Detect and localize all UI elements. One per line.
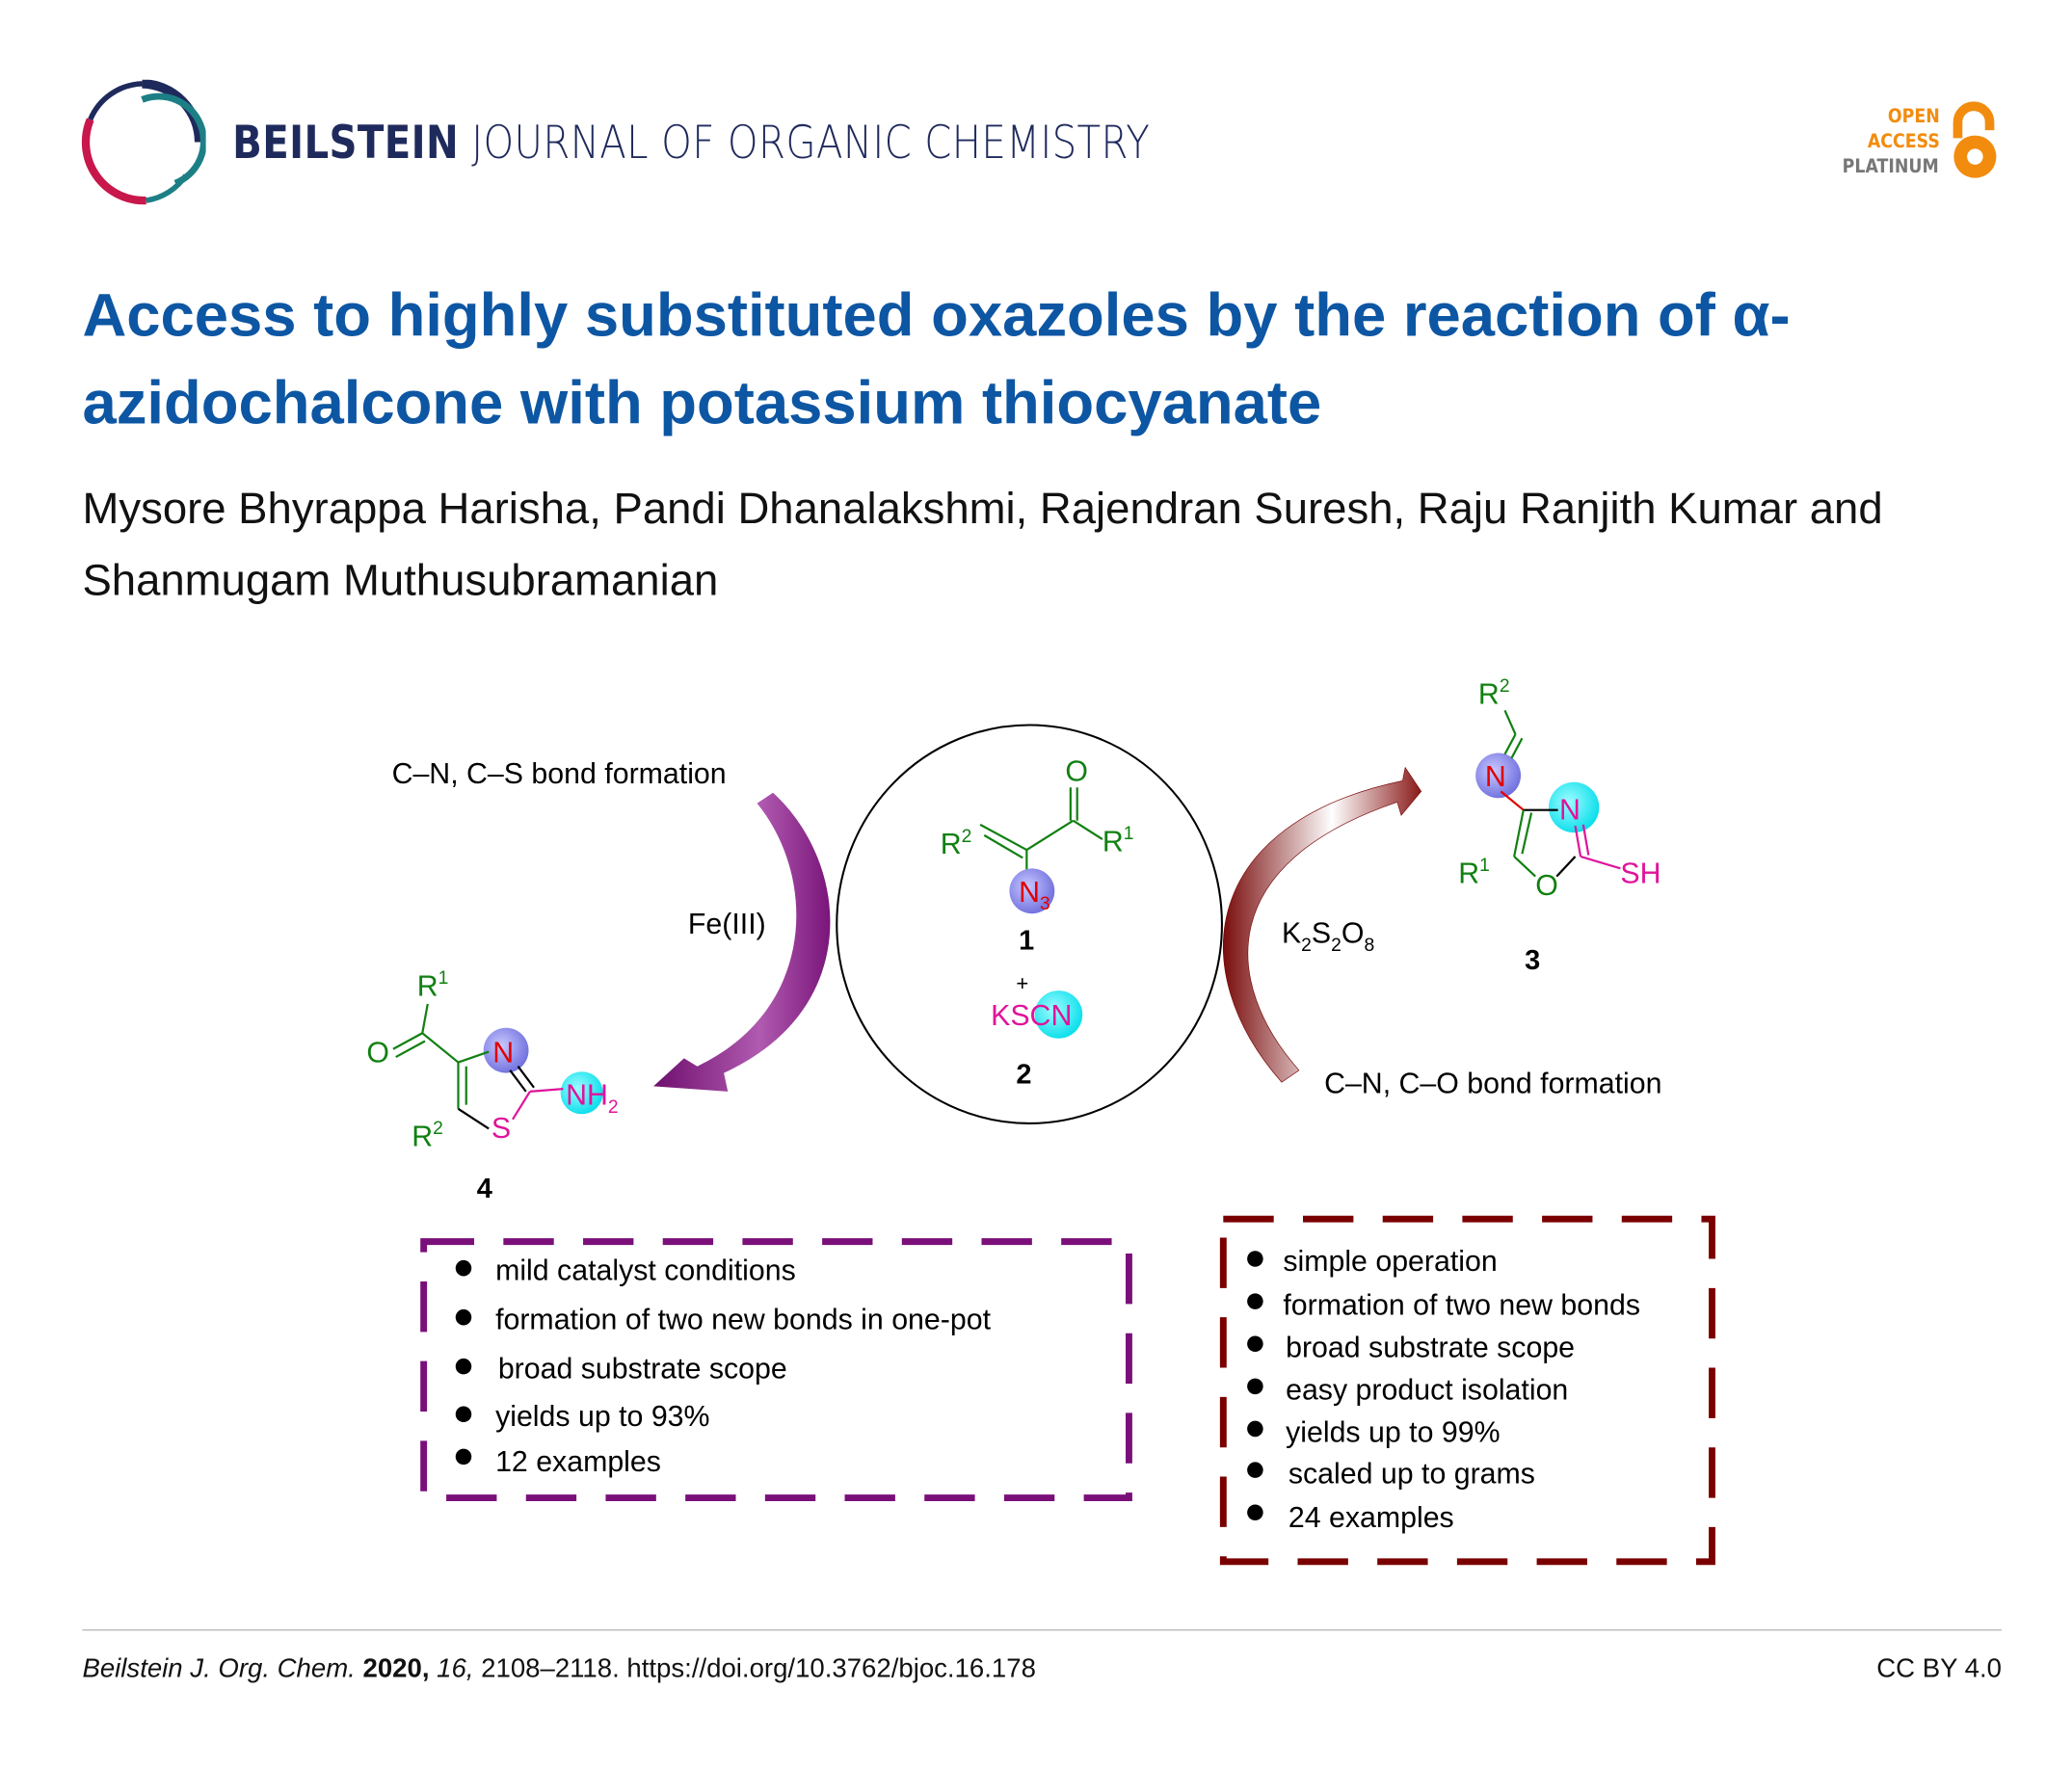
c3-thiol: SH <box>1620 858 1660 890</box>
c4-r2: R2 <box>412 1119 443 1152</box>
c1-azide: N3 <box>1019 877 1050 914</box>
c3-ring-n: N <box>1559 794 1581 826</box>
left-feature-item: broad substrate scope <box>498 1354 787 1386</box>
citation: Beilstein J. Org. Chem. 2020, 16, 2108–2… <box>82 1654 1036 1684</box>
journal-name: BEILSTEIN JOURNAL OF ORGANIC CHEMISTRY <box>232 117 1151 171</box>
right-feature-item: yields up to 99% <box>1286 1417 1500 1449</box>
open-access-lock-icon <box>1952 101 1997 178</box>
thiocyanate-highlight <box>1034 990 1083 1039</box>
purple-arrow <box>653 792 831 1092</box>
left-features-list: mild catalyst conditions formation of tw… <box>455 1255 992 1478</box>
article-title: Access to highly substituted oxazoles by… <box>82 279 1791 437</box>
left-feature-item: 12 examples <box>495 1446 661 1478</box>
open-access-line3: PLATINUM <box>1843 156 1940 178</box>
compound-1 <box>979 787 1103 874</box>
c4-sulfur: S <box>491 1113 511 1145</box>
compound-4-number: 4 <box>477 1174 492 1204</box>
c4-amine-highlight <box>560 1071 603 1115</box>
right-features-list: simple operation formation of two new bo… <box>1247 1246 1640 1534</box>
compound-3 <box>1500 709 1621 878</box>
compound-4 <box>392 1003 564 1130</box>
c3-r2: R2 <box>1478 676 1510 710</box>
license: CC BY 4.0 <box>1876 1654 2002 1684</box>
c4-oxygen: O <box>366 1038 389 1069</box>
compound-1-number: 1 <box>1019 925 1034 956</box>
right-reagent: K2S2O8 <box>1282 918 1374 956</box>
c1-r1: R1 <box>1102 824 1134 858</box>
left-bond-label: C–N, C–S bond formation <box>392 758 727 790</box>
kscn-label: KSCN <box>991 1000 1072 1032</box>
left-feature-item: mild catalyst conditions <box>495 1255 796 1287</box>
c4-amine: NH2 <box>566 1080 619 1118</box>
left-feature-item: formation of two new bonds in one-pot <box>495 1305 992 1336</box>
reactant-circle <box>836 724 1223 1124</box>
right-feature-item: scaled up to grams <box>1288 1458 1535 1490</box>
c3-r1: R1 <box>1458 856 1490 889</box>
article-authors: Mysore Bhyrappa Harisha, Pandi Dhanalaks… <box>82 483 1883 605</box>
left-features-box <box>420 1238 1132 1502</box>
c3-oxygen: O <box>1535 870 1558 902</box>
open-access-line2: ACCESS <box>1867 131 1940 153</box>
c3-imine-highlight <box>1475 752 1522 799</box>
open-access-line1: OPEN <box>1887 106 1940 128</box>
beilstein-ring-logo-icon <box>81 79 206 205</box>
c4-ring-n-highlight <box>483 1027 529 1073</box>
right-feature-item: easy product isolation <box>1286 1375 1568 1407</box>
compound-3-number: 3 <box>1525 945 1540 976</box>
right-feature-item: simple operation <box>1283 1246 1497 1278</box>
doi-link[interactable]: 2108–2118. https://doi.org/10.3762/bjoc.… <box>481 1654 1036 1684</box>
c1-oxygen: O <box>1065 755 1088 787</box>
right-feature-item: formation of two new bonds <box>1283 1289 1640 1321</box>
right-features-box <box>1219 1215 1715 1566</box>
left-reagent: Fe(III) <box>688 909 766 940</box>
c3-ring-n-highlight <box>1548 781 1600 833</box>
c4-r1: R1 <box>417 968 449 1002</box>
c3-imine-n: N <box>1485 761 1506 793</box>
azide-highlight <box>1009 868 1055 914</box>
brown-arrow <box>1223 766 1422 1083</box>
right-feature-item: 24 examples <box>1288 1502 1454 1534</box>
left-feature-item: yields up to 93% <box>495 1401 709 1433</box>
c4-ring-n: N <box>492 1038 514 1069</box>
compound-2-number: 2 <box>1016 1060 1031 1091</box>
footer-divider <box>82 1629 2002 1631</box>
right-bond-label: C–N, C–O bond formation <box>1324 1068 1661 1099</box>
plus-sign: + <box>1016 971 1028 995</box>
c1-r2: R2 <box>941 827 972 860</box>
right-feature-item: broad substrate scope <box>1286 1333 1575 1364</box>
